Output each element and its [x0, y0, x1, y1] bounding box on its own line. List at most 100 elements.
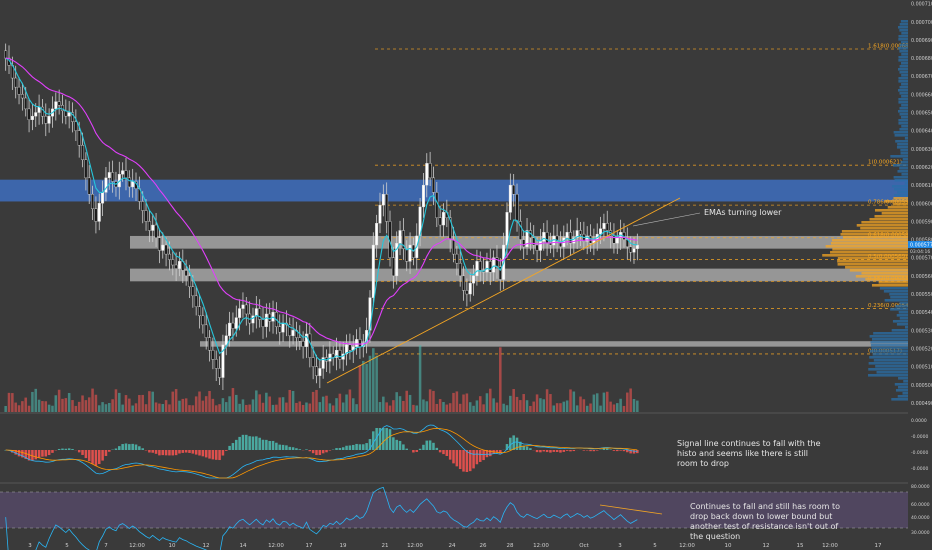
ema-slow-line: [5, 57, 638, 345]
macd-histogram-bar: [539, 450, 542, 453]
profile-bar: [898, 101, 908, 104]
price-tick-label: 0.000600: [911, 201, 932, 207]
macd-histogram-bar: [21, 450, 24, 458]
volume-bar: [529, 405, 532, 412]
profile-bar: [898, 56, 908, 59]
profile-bar: [899, 86, 908, 89]
profile-bar: [904, 137, 908, 140]
time-tick-label: 7: [104, 543, 108, 549]
volume-bar: [291, 390, 295, 412]
macd-histogram-bar: [485, 450, 489, 458]
profile-bar: [900, 161, 908, 164]
time-tick-label: 12:00: [129, 543, 145, 549]
rsi-band: [0, 492, 908, 528]
candle-body: [87, 177, 91, 195]
profile-bar: [899, 44, 908, 47]
volume-bar: [231, 388, 235, 412]
candle-body: [298, 337, 302, 342]
profile-bar: [894, 134, 908, 137]
macd-histogram-bar: [535, 450, 539, 453]
profile-bar: [845, 266, 908, 269]
macd-histogram-bar: [482, 450, 485, 461]
candle-body: [17, 86, 21, 95]
volume-bar: [251, 399, 255, 412]
profile-bar: [837, 260, 908, 263]
macd-histogram-bar: [31, 450, 34, 461]
macd-tick-label: 0.0000: [911, 418, 927, 424]
macd-histogram-bar: [458, 450, 462, 470]
macd-histogram-bar: [338, 447, 342, 450]
profile-bar: [879, 287, 908, 290]
profile-bar: [871, 338, 908, 341]
candle-body: [238, 308, 242, 318]
macd-histogram-bar: [305, 449, 308, 450]
candle-body: [335, 350, 339, 358]
volume-bar: [502, 403, 505, 412]
profile-bar: [873, 359, 908, 362]
volume-bar: [535, 394, 539, 412]
candle-body: [462, 275, 466, 291]
volume-bar: [104, 404, 108, 412]
candle-body: [485, 261, 489, 273]
macd-histogram-bar: [134, 444, 138, 450]
candle-body: [371, 244, 375, 298]
profile-bar: [902, 158, 908, 161]
price-tick-label: 0.000520: [911, 346, 932, 352]
volume-bar: [275, 404, 278, 412]
candle-body: [164, 244, 168, 255]
profile-bar: [900, 149, 908, 152]
volume-bar: [462, 394, 465, 412]
profile-bar: [884, 299, 908, 302]
macd-histogram-bar: [348, 445, 352, 450]
macd-histogram-bar: [362, 444, 365, 450]
annotation-pointer: [632, 212, 701, 227]
macd-histogram-bar: [495, 450, 499, 453]
volume-bar: [579, 396, 582, 412]
volume-bar: [325, 395, 328, 412]
macd-histogram-bar: [174, 450, 178, 456]
macd-histogram-bar: [37, 450, 41, 458]
candle-body: [264, 313, 268, 327]
macd-histogram-bar: [388, 429, 392, 450]
profile-bar: [890, 155, 908, 158]
volume-bar: [24, 397, 27, 412]
candle-body: [84, 159, 88, 179]
candle-body: [231, 322, 235, 329]
candle-body: [14, 77, 18, 88]
candle-body: [304, 333, 308, 347]
macd-histogram-bar: [64, 448, 68, 450]
rsi-tick-label: 40.0000: [911, 515, 930, 521]
candle-body: [518, 221, 522, 240]
volume-bar: [318, 402, 322, 412]
profile-bar: [869, 356, 908, 359]
time-tick-label: 12:00: [268, 543, 284, 549]
macd-histogram-bar: [402, 444, 405, 450]
price-tick-label: 0.000630: [911, 147, 932, 153]
volume-bar: [221, 398, 225, 412]
macd-histogram-bar: [211, 450, 215, 460]
volume-bar: [67, 393, 71, 412]
volume-bar: [34, 388, 38, 412]
profile-bar: [873, 332, 908, 335]
profile-bar: [883, 290, 908, 293]
candle-body: [127, 177, 131, 188]
volume-bar: [509, 395, 512, 412]
volume-bar: [111, 399, 114, 412]
candle-body: [558, 241, 562, 248]
macd-histogram-bar: [472, 450, 475, 469]
volume-bar: [619, 398, 622, 412]
candle-body: [211, 350, 215, 360]
macd-histogram-bar: [605, 448, 609, 450]
candle-body: [27, 108, 31, 120]
macd-histogram-bar: [438, 450, 442, 453]
macd-histogram-bar: [428, 440, 432, 450]
candle-body: [381, 194, 385, 206]
profile-bar: [830, 242, 908, 245]
candle-body: [174, 264, 178, 269]
volume-bar: [472, 405, 475, 412]
macd-histogram-bar: [405, 448, 408, 450]
macd-histogram-bar: [315, 450, 318, 456]
volume-bar: [549, 394, 552, 412]
candle-body: [254, 308, 258, 317]
